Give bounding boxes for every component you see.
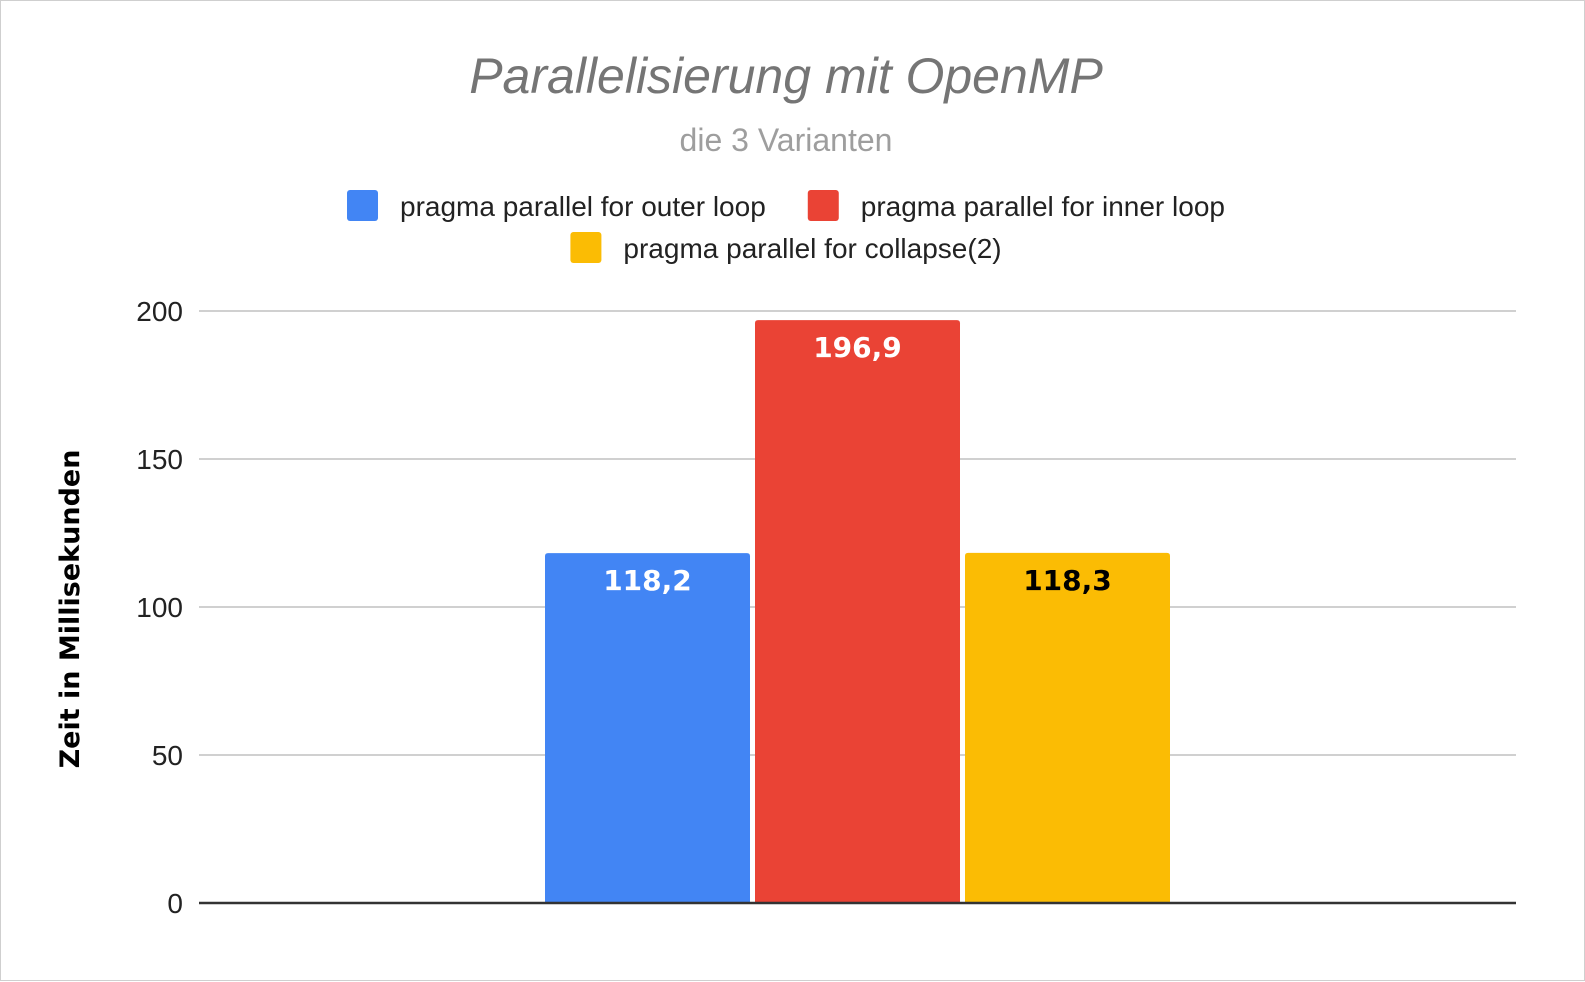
y-tick-label: 150 bbox=[136, 444, 183, 475]
legend-label: pragma parallel for inner loop bbox=[861, 191, 1225, 222]
bar bbox=[755, 320, 960, 903]
data-label: 118,2 bbox=[603, 564, 692, 597]
legend-swatch bbox=[807, 190, 839, 221]
legend-swatch bbox=[347, 190, 379, 221]
data-label: 196,9 bbox=[813, 331, 902, 364]
bar-group: 118,2 196,9 118,3 bbox=[545, 320, 1170, 903]
y-tick-label: 0 bbox=[167, 888, 183, 919]
legend-swatch bbox=[570, 232, 602, 263]
chart-subtitle: die 3 Varianten bbox=[680, 122, 893, 158]
bar bbox=[965, 552, 1170, 903]
data-label: 118,3 bbox=[1023, 564, 1112, 597]
y-tick-label: 50 bbox=[152, 740, 183, 771]
y-axis-ticks: 0 50 100 150 200 bbox=[136, 296, 183, 919]
y-tick-label: 200 bbox=[136, 296, 183, 327]
legend-label: pragma parallel for outer loop bbox=[400, 191, 766, 222]
y-axis-label: Zeit in Millisekunden bbox=[55, 450, 86, 769]
bar bbox=[545, 553, 750, 903]
chart-title: Parallelisierung mit OpenMP bbox=[469, 48, 1103, 104]
legend: pragma parallel for outer loop pragma par… bbox=[347, 190, 1225, 264]
y-tick-label: 100 bbox=[136, 592, 183, 623]
legend-label: pragma parallel for collapse(2) bbox=[623, 233, 1001, 264]
